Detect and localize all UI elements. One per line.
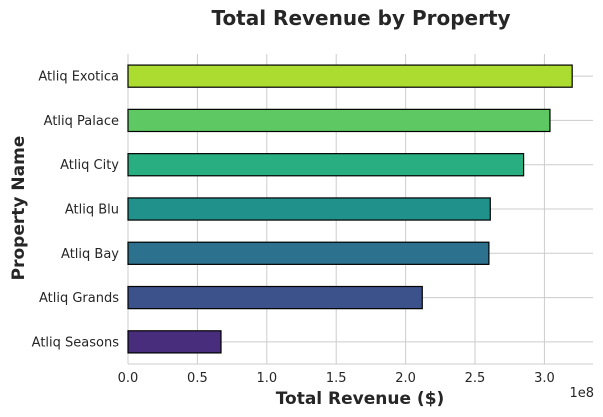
x-tick-label: 2.0 — [395, 371, 416, 386]
x-scale-note: 1e8 — [569, 386, 594, 401]
bar-atliq-seasons — [127, 330, 222, 354]
y-tick-label: Atliq City — [60, 158, 119, 173]
bar-atliq-blu — [127, 197, 491, 221]
y-tick-label: Atliq Palace — [44, 114, 119, 129]
bar-atliq-bay — [127, 241, 490, 265]
x-axis-label: Total Revenue ($) — [276, 389, 445, 409]
x-tick-label: 0.5 — [187, 371, 208, 386]
bar-atliq-palace — [127, 108, 551, 133]
bars — [127, 64, 573, 354]
y-tick-label: Atliq Exotica — [38, 70, 119, 85]
y-axis-label: Property Name — [9, 136, 29, 281]
x-tick-label: 1.5 — [326, 371, 347, 386]
bar-atliq-grands — [127, 285, 423, 310]
bar-atliq-city — [127, 153, 525, 177]
y-tick-label: Atliq Bay — [61, 247, 119, 262]
y-tick-label: Atliq Blu — [65, 203, 119, 218]
bar-atliq-exotica — [127, 64, 573, 88]
y-tick-label: Atliq Grands — [39, 291, 119, 306]
x-tick-label: 0.0 — [118, 371, 139, 386]
x-tick-label: 3.0 — [534, 371, 555, 386]
y-tick-label: Atliq Seasons — [32, 335, 120, 350]
x-tick-label: 2.5 — [465, 371, 486, 386]
x-tick-label: 1.0 — [256, 371, 277, 386]
y-tick-labels: Atliq Exotica Atliq Palace Atliq City Atliq… — [32, 70, 120, 351]
x-tick-labels: 0.0 0.5 1.0 1.5 2.0 2.5 3.0 — [118, 371, 555, 386]
chart-title: Total Revenue by Property — [211, 6, 510, 30]
